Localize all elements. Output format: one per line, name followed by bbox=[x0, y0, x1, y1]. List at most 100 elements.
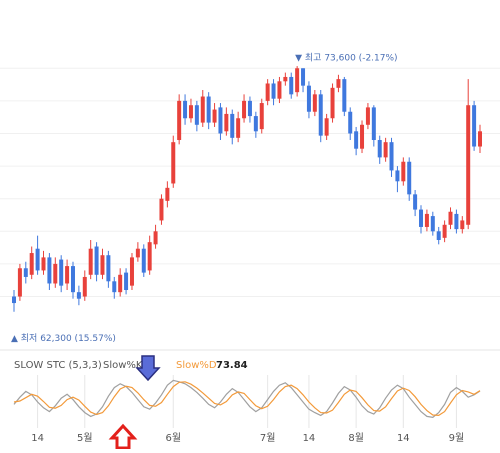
candle-body bbox=[413, 194, 418, 210]
candle-body bbox=[230, 113, 235, 138]
candle-body bbox=[247, 100, 252, 117]
candle-body bbox=[424, 213, 429, 227]
candle-body bbox=[253, 116, 258, 132]
candle-body bbox=[200, 96, 205, 123]
candle-body bbox=[407, 161, 412, 195]
candle-body bbox=[454, 213, 459, 230]
candle-body bbox=[112, 281, 117, 293]
candle-body bbox=[301, 68, 306, 86]
candle-body bbox=[59, 259, 64, 286]
x-tick-label: 5월 bbox=[77, 432, 93, 444]
candle-body bbox=[171, 142, 176, 184]
candle-body bbox=[70, 266, 75, 293]
candle-body bbox=[35, 248, 40, 271]
legend-d: Slow%D bbox=[176, 360, 217, 371]
candle-body bbox=[188, 105, 193, 119]
low-annotation: ▲ 최저 62,300 (15.57%) bbox=[11, 333, 116, 344]
candle-body bbox=[318, 94, 323, 136]
legend-k: Slow%K bbox=[103, 360, 143, 371]
candle-body bbox=[478, 131, 482, 147]
indicator-line bbox=[13, 379, 481, 419]
candle-body bbox=[395, 170, 400, 182]
candle-body bbox=[371, 107, 376, 140]
candle-body bbox=[377, 140, 382, 158]
marks: 14 5월 6월 7월 14 8월 14 9월 ▼ 최고 73,600 (-2.17%) ▲ 최저… bbox=[0, 53, 500, 444]
candle-body bbox=[448, 211, 453, 225]
candle-body bbox=[183, 100, 188, 119]
candle-body bbox=[100, 255, 105, 275]
candle-body bbox=[277, 81, 282, 99]
indicator-line bbox=[13, 381, 481, 417]
candle-body bbox=[442, 224, 447, 238]
candle-body bbox=[206, 96, 211, 123]
candle-body bbox=[76, 292, 81, 299]
candle-body bbox=[129, 257, 134, 286]
candle-body bbox=[12, 296, 16, 304]
candle-body bbox=[53, 263, 58, 284]
candle-body bbox=[354, 131, 359, 149]
candle-body bbox=[242, 100, 247, 119]
candle-body bbox=[224, 113, 229, 132]
candle-body bbox=[436, 231, 441, 240]
candle-body bbox=[159, 198, 164, 221]
candle-body bbox=[430, 216, 435, 232]
candle-body bbox=[289, 76, 294, 95]
x-tick-label: 14 bbox=[303, 433, 316, 444]
candle-body bbox=[460, 220, 465, 230]
candle-body bbox=[153, 231, 158, 245]
candle-body bbox=[283, 76, 288, 82]
candle-body bbox=[271, 83, 276, 99]
candle-body bbox=[94, 246, 99, 275]
candle-body bbox=[194, 105, 199, 125]
candle-body bbox=[330, 87, 335, 119]
candle-body bbox=[472, 105, 477, 147]
candle-body bbox=[336, 79, 341, 88]
x-tick-label: 8월 bbox=[348, 432, 364, 444]
down-arrow bbox=[135, 355, 161, 382]
candle-body bbox=[365, 107, 370, 125]
x-tick-label: 6월 bbox=[165, 432, 181, 444]
candle-body bbox=[88, 248, 93, 275]
x-tick-label: 14 bbox=[397, 433, 410, 444]
candle-body bbox=[47, 257, 52, 284]
x-tick-label: 7월 bbox=[260, 432, 276, 444]
candle-body bbox=[419, 209, 424, 227]
candle-body bbox=[82, 276, 87, 297]
candle-body bbox=[135, 248, 140, 258]
candle-body bbox=[165, 187, 170, 201]
candle-body bbox=[218, 107, 223, 134]
candle-body bbox=[23, 268, 28, 277]
candle-body bbox=[124, 272, 129, 290]
candle-body bbox=[389, 142, 394, 171]
candle-body bbox=[466, 105, 471, 225]
candle-body bbox=[29, 253, 34, 275]
candle-body bbox=[177, 100, 182, 140]
candle-body bbox=[342, 79, 347, 112]
candle-body bbox=[236, 118, 241, 138]
x-tick-label: 14 bbox=[31, 433, 44, 444]
high-annotation: ▼ 최고 73,600 (-2.17%) bbox=[295, 53, 397, 64]
candle-body bbox=[401, 161, 406, 182]
candle-body bbox=[141, 248, 146, 273]
candle-body bbox=[265, 83, 270, 101]
candle-body bbox=[306, 85, 311, 112]
candle-body bbox=[212, 109, 217, 123]
candle-body bbox=[259, 103, 264, 130]
candle-body bbox=[147, 242, 152, 271]
candle-body bbox=[383, 142, 388, 158]
candle-body bbox=[312, 94, 317, 112]
candle-body bbox=[17, 268, 22, 297]
x-tick-label: 9월 bbox=[449, 432, 465, 444]
candle-body bbox=[41, 257, 46, 271]
candle-body bbox=[348, 111, 353, 134]
candle-body bbox=[295, 68, 300, 93]
candle-body bbox=[360, 124, 365, 149]
candle-body bbox=[106, 255, 111, 282]
candle-body bbox=[118, 274, 123, 293]
indicator-title: SLOW STC (5,3,3) bbox=[14, 360, 102, 371]
candle-body bbox=[65, 266, 70, 284]
up-arrow bbox=[108, 423, 138, 450]
legend-d-value: 73.84 bbox=[216, 360, 248, 371]
candle-body bbox=[324, 118, 329, 136]
